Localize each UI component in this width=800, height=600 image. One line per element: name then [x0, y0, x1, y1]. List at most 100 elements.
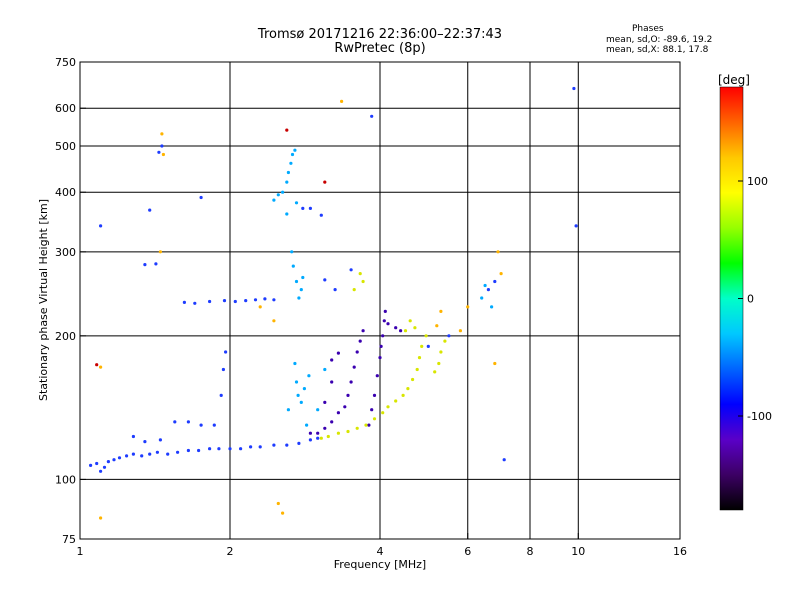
data-point [148, 208, 152, 212]
data-point [486, 288, 490, 292]
y-tick-label: 500 [55, 140, 76, 153]
data-point [394, 326, 398, 330]
data-point [379, 344, 383, 348]
data-point [160, 132, 164, 136]
data-point [490, 305, 494, 309]
data-point [158, 438, 162, 442]
data-point [496, 250, 500, 254]
colorbar-tick-label: 100 [747, 175, 768, 188]
data-point [155, 450, 159, 454]
phases-header: Phases [632, 24, 664, 34]
data-point [301, 275, 305, 280]
data-point [426, 344, 430, 348]
data-point [290, 152, 295, 157]
data-point [323, 180, 327, 184]
data-point [378, 356, 382, 360]
x-tick-label: 10 [571, 545, 585, 558]
stats-o-mode: mean, sd,O: -89.6, 19.2 [606, 35, 713, 45]
data-point [99, 516, 103, 520]
colorbar-label: [deg] [718, 73, 750, 87]
data-point [381, 334, 385, 338]
data-point [493, 279, 497, 284]
data-point [319, 213, 323, 217]
data-point [285, 212, 289, 216]
data-point [483, 283, 487, 288]
data-point [352, 288, 356, 292]
data-point [290, 250, 294, 254]
data-point [364, 423, 368, 427]
data-point [281, 511, 285, 515]
data-point [99, 365, 103, 369]
colorbar-ticks: 100 0 -100 [738, 175, 772, 423]
data-point [386, 405, 390, 409]
data-point [166, 452, 170, 456]
data-point [286, 170, 290, 175]
colorbar-tick-label: 0 [747, 293, 754, 306]
data-point [319, 436, 323, 440]
x-tick-label: 4 [377, 545, 384, 558]
data-point [160, 144, 164, 148]
data-point [286, 408, 290, 412]
data-point [308, 431, 312, 435]
data-point [95, 363, 99, 367]
data-point [361, 329, 365, 333]
data-point [443, 339, 447, 343]
data-point [299, 400, 303, 404]
data-point [263, 297, 267, 301]
data-point [296, 393, 300, 397]
y-tick-label: 200 [55, 330, 76, 343]
data-point [197, 448, 201, 453]
data-point [173, 420, 177, 424]
data-point [221, 367, 225, 372]
data-point [182, 300, 186, 304]
data-point [281, 190, 285, 194]
data-point [439, 309, 443, 313]
data-point [346, 429, 350, 434]
data-point [502, 458, 506, 462]
data-point [258, 305, 262, 309]
data-point [413, 326, 417, 330]
data-point [399, 329, 403, 333]
data-point [186, 448, 190, 453]
data-point [447, 334, 451, 338]
data-point [435, 324, 439, 328]
data-point [297, 441, 301, 445]
data-point [349, 268, 353, 272]
data-point [95, 461, 99, 466]
data-point [161, 152, 165, 157]
data-point [233, 299, 237, 304]
data-point [323, 400, 327, 404]
data-point [272, 298, 276, 302]
data-point [574, 224, 578, 228]
data-point [383, 309, 387, 313]
y-tick-label: 75 [62, 533, 76, 546]
data-point [294, 380, 299, 384]
x-tick-label: 2 [227, 545, 234, 558]
data-point [272, 443, 276, 447]
data-point [212, 423, 216, 427]
stats-x-mode: mean, sd,X: 88.1, 17.8 [606, 45, 709, 55]
x-tick-label: 1 [77, 545, 84, 558]
data-point [355, 426, 359, 430]
data-point [125, 454, 129, 458]
data-point [276, 193, 280, 197]
data-point [253, 298, 258, 302]
data-point [316, 436, 320, 440]
data-point [148, 452, 152, 456]
data-point [106, 460, 110, 464]
data-point [131, 452, 135, 456]
data-point [406, 387, 410, 391]
data-point [466, 305, 470, 309]
data-point [143, 263, 147, 267]
data-point [308, 438, 312, 442]
data-point [307, 374, 311, 378]
y-tick-label: 400 [55, 186, 76, 199]
data-point [293, 148, 297, 152]
data-point [346, 393, 350, 397]
x-tick-label: 8 [527, 545, 534, 558]
grid-lines [80, 62, 680, 539]
chart-title: Tromsø 20171216 22:36:00–22:37:43 [257, 27, 503, 42]
data-point [358, 339, 362, 343]
data-point [299, 288, 303, 292]
data-point [417, 356, 422, 360]
